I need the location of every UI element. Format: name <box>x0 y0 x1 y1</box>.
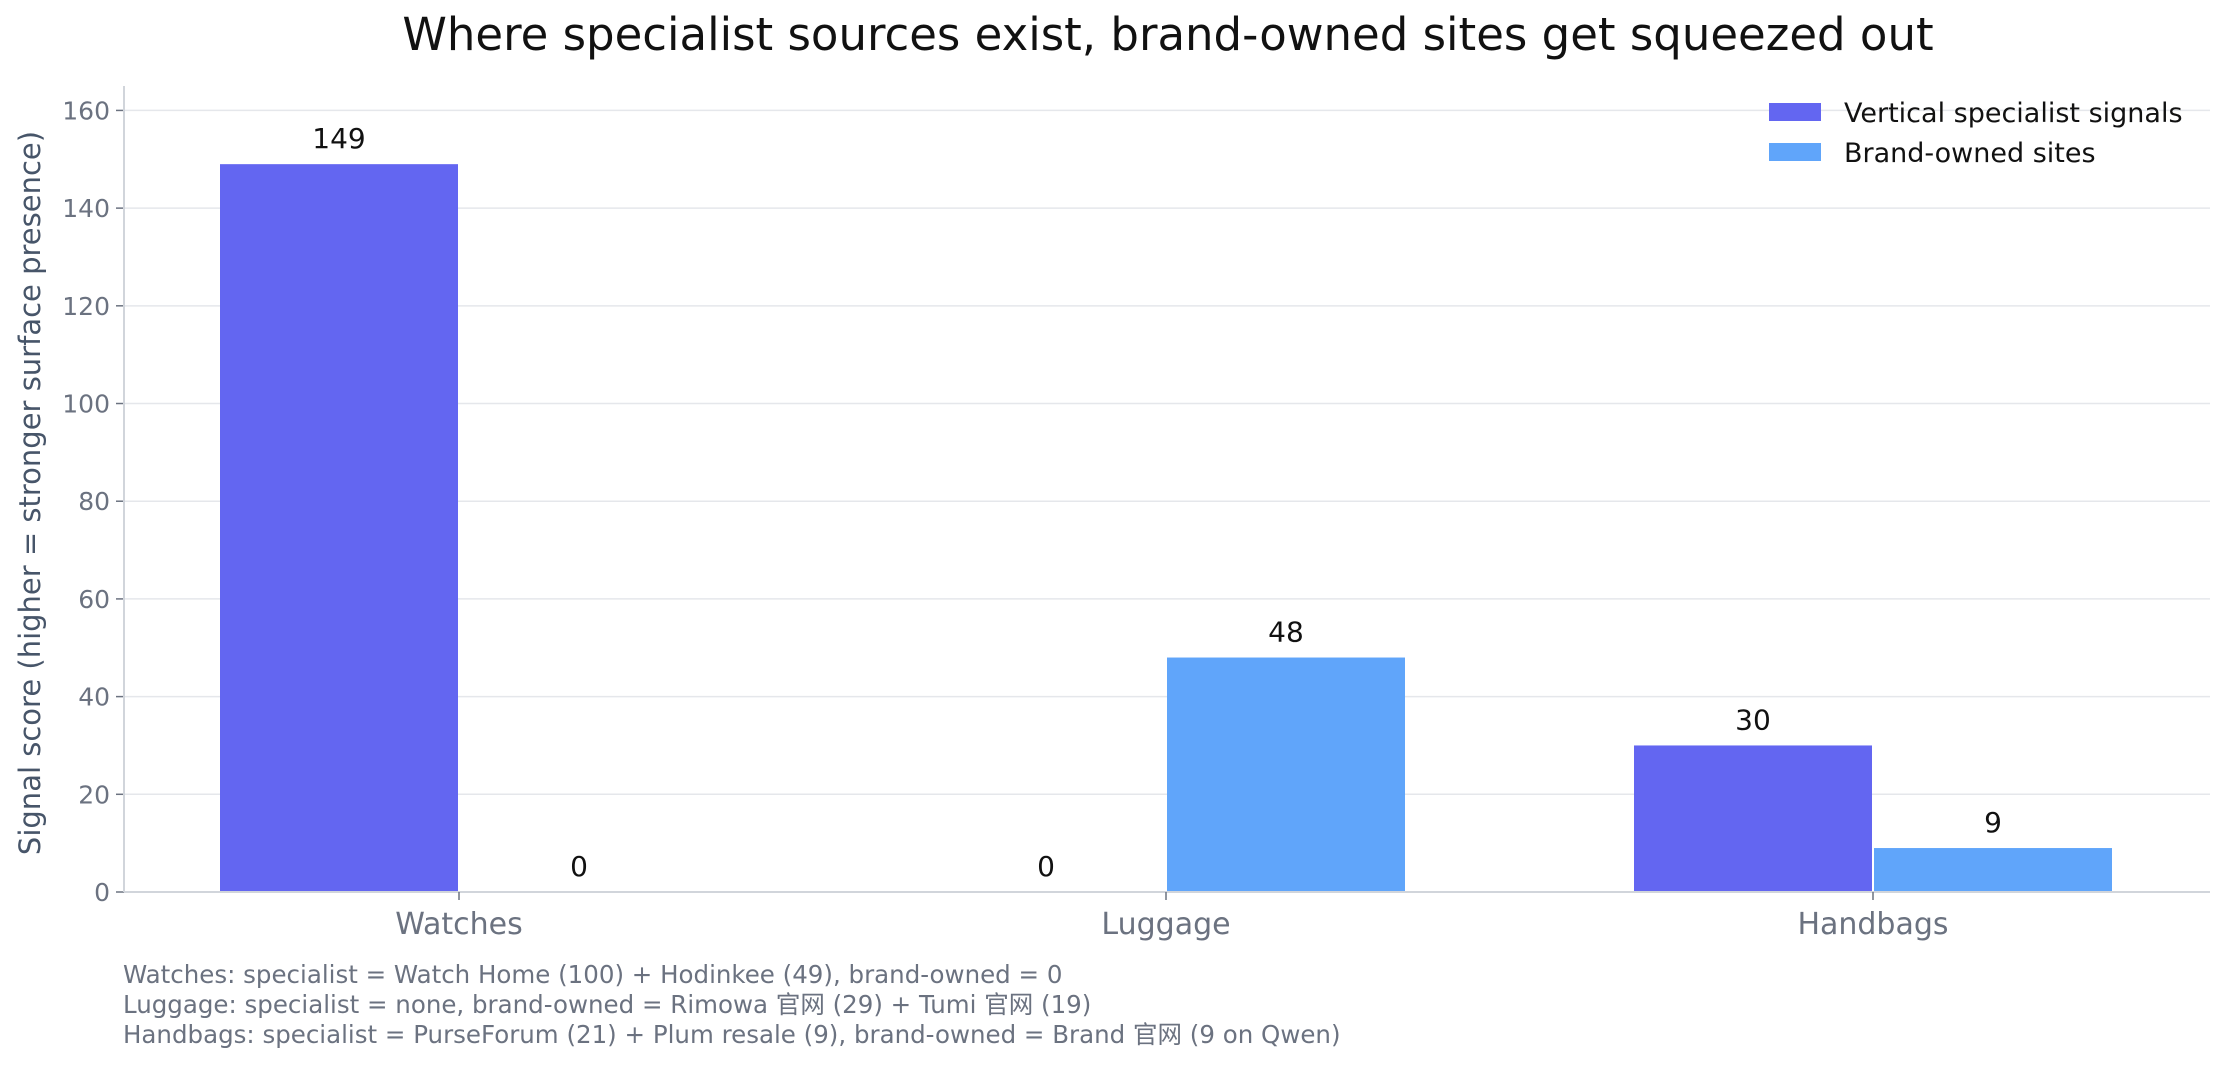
footnote-watches: Watches: specialist = Watch Home (100) +… <box>123 960 1063 989</box>
x-tick-label-luggage: Luggage <box>1101 907 1230 942</box>
legend-swatch-specialist <box>1769 103 1821 121</box>
y-tick-label: 60 <box>78 585 110 614</box>
footnotes: Watches: specialist = Watch Home (100) +… <box>123 960 1341 1050</box>
data-labels: 149 0 30 0 48 9 <box>312 122 2002 883</box>
grid <box>124 109 2210 796</box>
data-label-watches-brand-owned: 0 <box>570 850 588 883</box>
legend-label-brand-owned: Brand-owned sites <box>1844 138 2096 169</box>
bar-luggage-brand-owned <box>1167 657 1405 892</box>
data-label-luggage-brand-owned: 48 <box>1268 616 1304 649</box>
data-label-handbags-specialist: 30 <box>1735 703 1771 736</box>
footnote-handbags: Handbags: specialist = PurseForum (21) +… <box>123 1020 1341 1049</box>
bars <box>220 164 2112 892</box>
y-tick-label: 120 <box>62 292 110 321</box>
y-axis-label: Signal score (higher = stronger surface … <box>13 131 47 855</box>
y-tick-label: 40 <box>78 683 110 712</box>
chart-title: Where specialist sources exist, brand-ow… <box>402 8 1933 61</box>
x-tick-label-handbags: Handbags <box>1797 907 1948 942</box>
y-tick-label: 140 <box>62 194 110 223</box>
y-tick-label: 20 <box>78 780 110 809</box>
data-label-handbags-brand-owned: 9 <box>1984 806 2002 839</box>
data-label-watches-specialist: 149 <box>312 122 365 155</box>
legend-swatch-brand-owned <box>1769 143 1821 161</box>
x-tick-label-watches: Watches <box>395 907 523 942</box>
y-tick-label: 100 <box>62 390 110 419</box>
footnote-luggage: Luggage: specialist = none, brand-owned … <box>123 990 1092 1019</box>
axes: 0 20 40 60 80 100 120 140 160 Watches Luggage Handb… <box>62 86 2210 942</box>
legend-label-specialist: Vertical specialist signals <box>1844 98 2183 129</box>
bar-watches-specialist <box>220 164 458 892</box>
bar-handbags-brand-owned <box>1874 848 2112 892</box>
legend: Vertical specialist signals Brand-owned s… <box>1769 98 2183 169</box>
y-tick-label: 80 <box>78 487 110 516</box>
y-tick-label: 160 <box>62 96 110 125</box>
y-tick-label: 0 <box>94 878 110 907</box>
data-label-luggage-specialist: 0 <box>1037 850 1055 883</box>
bar-handbags-specialist <box>1634 745 1872 892</box>
